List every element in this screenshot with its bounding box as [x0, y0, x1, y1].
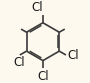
Text: Cl: Cl [37, 70, 49, 83]
Text: Cl: Cl [31, 1, 43, 14]
Text: Cl: Cl [13, 56, 25, 69]
Text: Cl: Cl [67, 49, 79, 62]
